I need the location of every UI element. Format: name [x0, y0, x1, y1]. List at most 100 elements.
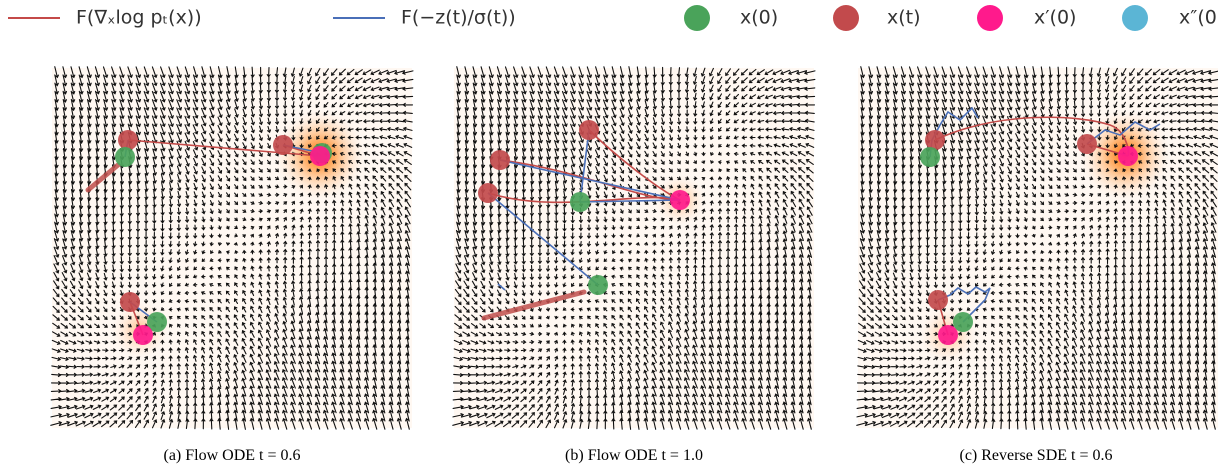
- field-arrow: [314, 385, 321, 397]
- field-arrow: [386, 102, 397, 108]
- field-arrow: [324, 176, 329, 181]
- field-arrow: [651, 321, 657, 330]
- field-arrow: [619, 225, 624, 231]
- field-arrow: [250, 193, 255, 197]
- field-arrow: [635, 385, 641, 397]
- field-arrow: [127, 380, 133, 386]
- field-arrow: [290, 393, 296, 406]
- field-arrow: [306, 376, 313, 389]
- field-arrow: [315, 287, 320, 298]
- field-arrow: [226, 208, 230, 214]
- field-arrow: [594, 307, 600, 312]
- field-arrow: [619, 417, 624, 430]
- field-arrow: [453, 339, 463, 345]
- field-arrow: [135, 107, 141, 120]
- field-arrow: [200, 107, 207, 119]
- field-arrow: [184, 346, 189, 354]
- field-arrow: [627, 377, 632, 388]
- field-arrow: [298, 360, 305, 373]
- field-arrow: [315, 239, 321, 248]
- field-arrow: [595, 418, 600, 430]
- field-arrow: [372, 393, 378, 406]
- field-arrow: [372, 385, 378, 398]
- field-arrow: [521, 66, 527, 79]
- field-arrow: [403, 167, 412, 174]
- field-arrow: [62, 90, 68, 103]
- field-arrow: [546, 363, 551, 370]
- field-arrow: [521, 74, 527, 87]
- field-arrow: [152, 257, 157, 264]
- panel: [50, 66, 414, 430]
- field-arrow: [594, 74, 601, 87]
- field-arrow: [109, 412, 118, 419]
- field-arrow: [152, 173, 157, 184]
- field-arrow: [667, 377, 674, 389]
- field-arrow: [217, 298, 222, 304]
- field-arrow: [651, 409, 657, 422]
- field-arrow: [668, 241, 673, 247]
- field-arrow: [135, 348, 141, 353]
- field-arrow: [355, 360, 361, 373]
- field-arrow: [54, 90, 59, 103]
- field-arrow: [257, 321, 263, 330]
- field-arrow: [587, 315, 591, 320]
- field-arrow: [258, 233, 263, 238]
- field-arrow: [176, 82, 182, 95]
- field-arrow: [102, 74, 109, 87]
- field-arrow: [101, 372, 109, 377]
- field-arrow: [176, 207, 182, 216]
- field-arrow: [291, 264, 296, 273]
- field-arrow: [339, 393, 345, 406]
- field-arrow: [562, 248, 567, 256]
- field-arrow: [217, 290, 222, 295]
- field-arrow: [603, 362, 607, 371]
- field-arrow: [209, 233, 214, 239]
- field-arrow: [209, 200, 214, 207]
- field-arrow: [60, 322, 69, 329]
- field-arrow: [347, 360, 353, 373]
- field-arrow: [193, 191, 198, 199]
- field-arrow: [619, 290, 624, 295]
- field-arrow: [209, 370, 214, 380]
- field-arrow: [68, 348, 77, 353]
- field-arrow: [118, 340, 125, 345]
- field-arrow: [405, 409, 410, 422]
- field-arrow: [479, 331, 487, 337]
- field-arrow: [192, 354, 197, 362]
- field-arrow: [677, 109, 682, 118]
- field-arrow: [250, 305, 255, 313]
- field-arrow: [619, 158, 625, 166]
- field-arrow: [184, 282, 190, 287]
- field-arrow: [545, 66, 552, 79]
- field-arrow: [480, 289, 486, 298]
- field-arrow: [266, 225, 271, 230]
- field-arrow: [60, 348, 69, 353]
- field-arrow: [299, 296, 304, 306]
- field-arrow: [135, 403, 141, 412]
- field-arrow: [371, 135, 379, 140]
- field-arrow: [233, 401, 238, 414]
- legend-label: x(t): [887, 7, 921, 29]
- field-arrow: [135, 265, 140, 273]
- field-arrow: [168, 123, 174, 136]
- field-arrow: [669, 134, 674, 142]
- field-arrow: [546, 148, 551, 161]
- field-arrow: [291, 126, 296, 133]
- field-arrow: [668, 209, 674, 214]
- field-arrow: [209, 158, 215, 167]
- field-arrow: [209, 338, 214, 346]
- field-arrow: [87, 107, 92, 120]
- field-arrow: [660, 83, 665, 94]
- field-arrow: [478, 388, 488, 393]
- field-arrow: [209, 74, 215, 87]
- field-arrow: [340, 168, 345, 173]
- field-arrow: [627, 306, 633, 313]
- field-arrow: [85, 348, 93, 353]
- field-arrow: [266, 176, 272, 181]
- field-arrow: [323, 271, 329, 282]
- field-arrow: [103, 123, 108, 136]
- field-arrow: [168, 157, 174, 168]
- field-arrow: [101, 404, 110, 411]
- field-arrow: [265, 361, 272, 372]
- field-arrow: [176, 299, 181, 304]
